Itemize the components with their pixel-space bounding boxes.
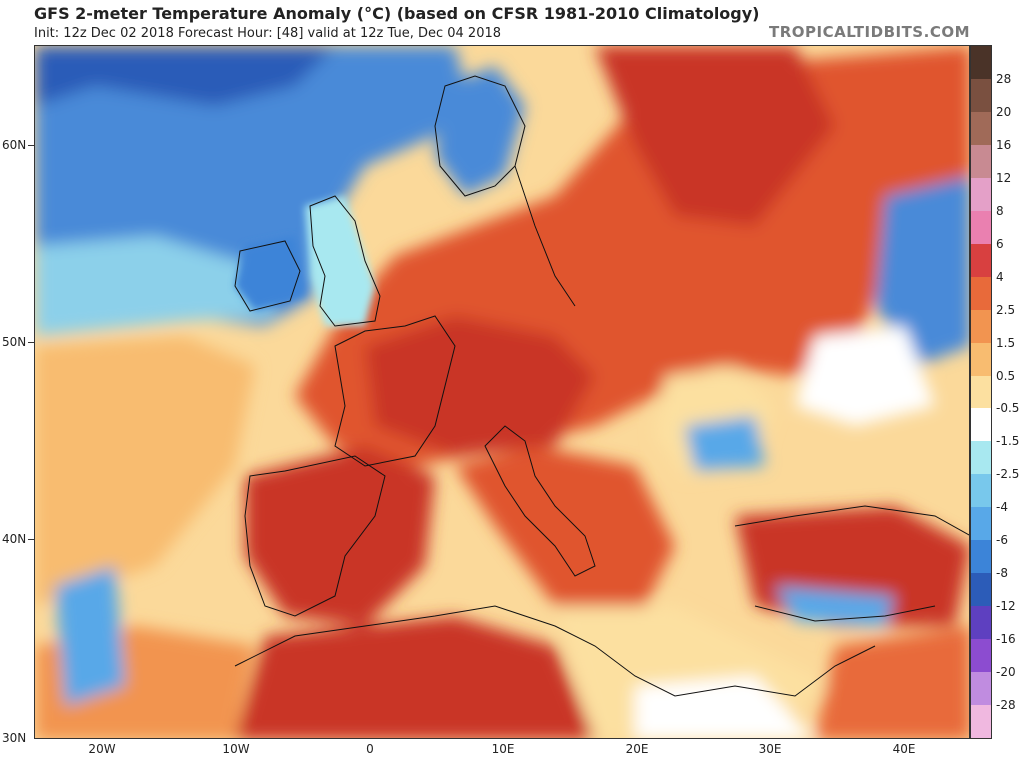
- north-africa-warm-anomaly: [235, 616, 595, 738]
- colorbar-segment: [971, 606, 991, 640]
- colorbar-label: -0.5: [996, 401, 1020, 416]
- lon-label-40e: 40E: [892, 742, 916, 756]
- colorbar: [970, 45, 992, 739]
- lat-tick: [28, 539, 34, 540]
- colorbar-segment: [971, 144, 991, 179]
- lat-label-30n: 30N: [2, 731, 27, 745]
- colorbar-segment: [971, 309, 991, 344]
- colorbar-label: -6: [996, 533, 1008, 548]
- colorbar-label: -4: [996, 500, 1008, 515]
- colorbar-segment: [971, 375, 991, 409]
- colorbar-label: -1.5: [996, 434, 1020, 449]
- colorbar-label: -2.5: [996, 467, 1020, 482]
- colorbar-label: 8: [996, 203, 1004, 218]
- colorbar-label: 12: [996, 170, 1012, 185]
- lon-label-10e: 10E: [491, 742, 515, 756]
- lon-label-30e: 30E: [758, 742, 782, 756]
- colorbar-label: 16: [996, 137, 1012, 152]
- colorbar-label: 28: [996, 71, 1012, 86]
- lat-tick: [28, 145, 34, 146]
- lat-label-60n: 60N: [2, 138, 27, 152]
- colorbar-segment: [971, 705, 991, 739]
- lat-tick: [28, 342, 34, 343]
- lon-label-20e: 20E: [625, 742, 649, 756]
- colorbar-segment: [971, 111, 991, 146]
- colorbar-segment: [971, 474, 991, 508]
- colorbar-label: 0.5: [996, 368, 1016, 383]
- brand-watermark: TROPICALTIDBITS.COM: [769, 23, 970, 41]
- header: GFS 2-meter Temperature Anomaly (°C) (ba…: [0, 0, 1024, 45]
- colorbar-label: -20: [996, 665, 1016, 680]
- colorbar-label: -16: [996, 632, 1016, 647]
- lat-label-50n: 50N: [2, 335, 27, 349]
- colorbar-segment: [971, 441, 991, 475]
- colorbar-segment: [971, 507, 991, 541]
- map-title: GFS 2-meter Temperature Anomaly (°C) (ba…: [34, 4, 760, 23]
- lat-label-40n: 40N: [2, 532, 27, 546]
- colorbar-segment: [971, 672, 991, 706]
- colorbar-label: 1.5: [996, 335, 1016, 350]
- colorbar-segment: [971, 46, 991, 80]
- lon-label-0: 0: [366, 742, 374, 756]
- anomaly-map: [34, 45, 970, 739]
- colorbar-label: 4: [996, 269, 1004, 284]
- colorbar-label: 2.5: [996, 302, 1016, 317]
- colorbar-segment: [971, 243, 991, 278]
- colorbar-segment: [971, 177, 991, 212]
- colorbar-label: -12: [996, 599, 1016, 614]
- lon-label-20w: 20W: [88, 742, 116, 756]
- colorbar-label: -28: [996, 698, 1016, 713]
- colorbar-segment: [971, 408, 991, 442]
- colorbar-segment: [971, 210, 991, 245]
- map-canvas: [35, 46, 969, 738]
- colorbar-label: 6: [996, 236, 1004, 251]
- map-subtitle: Init: 12z Dec 02 2018 Forecast Hour: [48…: [34, 26, 502, 41]
- colorbar-label: 20: [996, 104, 1012, 119]
- coastlines: [234, 75, 969, 697]
- colorbar-segment: [971, 573, 991, 607]
- colorbar-segment: [971, 78, 991, 113]
- colorbar-segment: [971, 540, 991, 574]
- colorbar-label: -8: [996, 566, 1008, 581]
- colorbar-segment: [971, 639, 991, 673]
- iberia-warm-anomaly: [245, 446, 435, 626]
- colorbar-segment: [971, 276, 991, 311]
- colorbar-segment: [971, 342, 991, 376]
- lon-label-10w: 10W: [222, 742, 250, 756]
